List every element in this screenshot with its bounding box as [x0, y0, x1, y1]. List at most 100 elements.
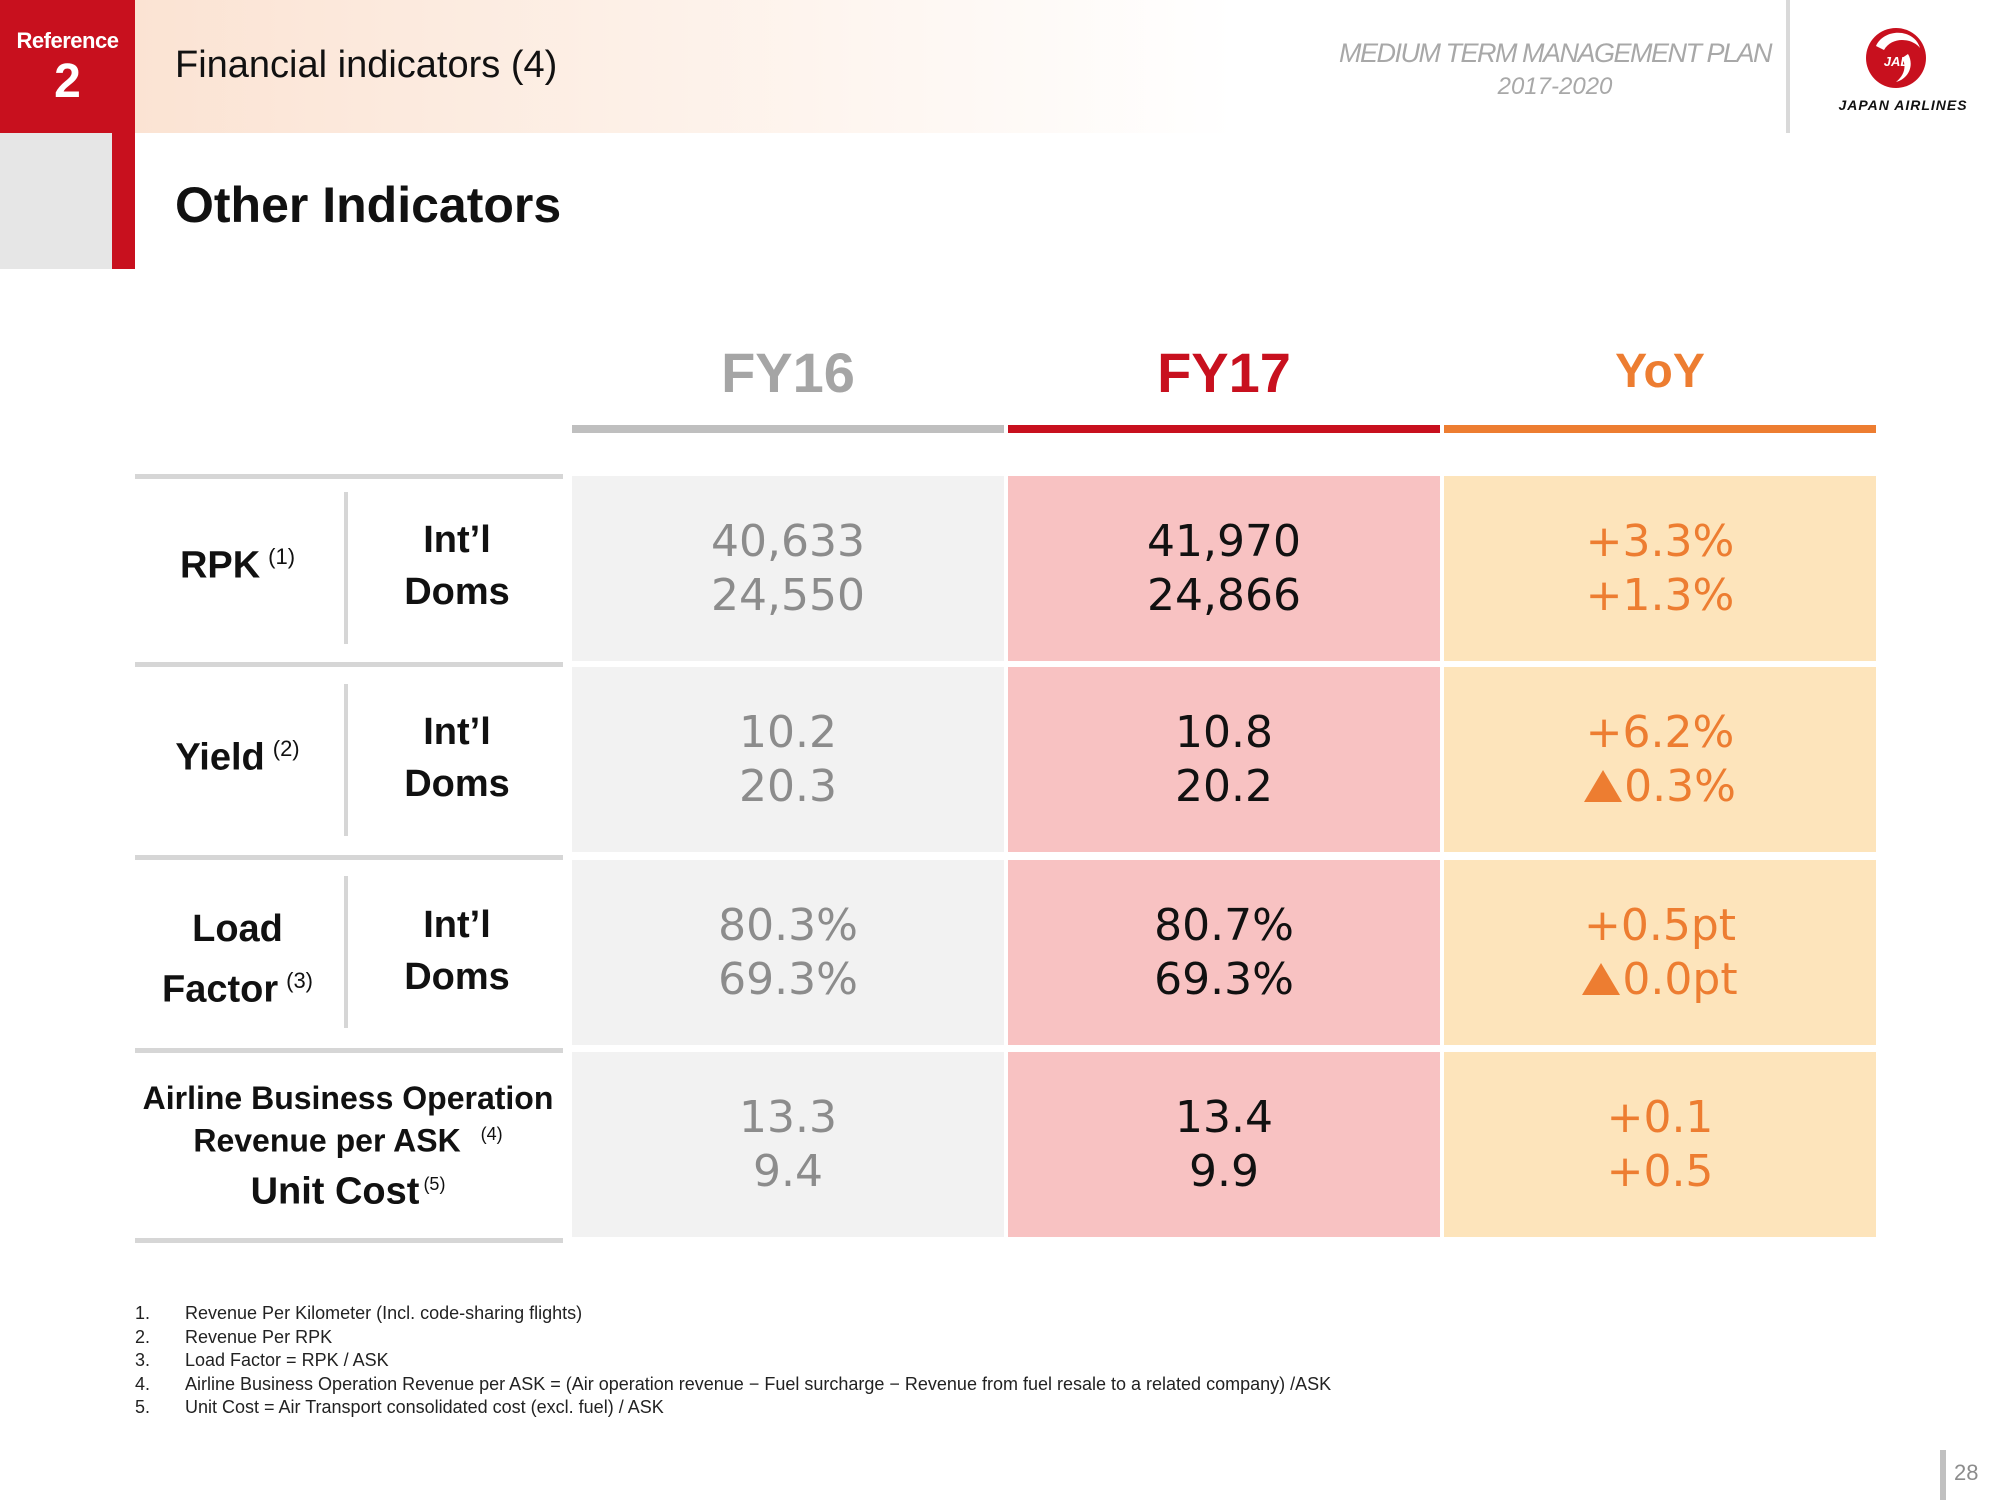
- reference-badge: Reference 2: [0, 0, 135, 133]
- rask-note: (4): [480, 1124, 503, 1144]
- load-factor-label-line1: Load: [192, 908, 283, 950]
- column-header-fy16: FY16: [721, 341, 855, 404]
- value-intl: +3.3%: [1585, 515, 1735, 567]
- value-doms: +1.3%: [1585, 569, 1735, 621]
- corner-red-bar: [112, 133, 135, 269]
- row-sublabels-load-factor: Int’l Doms: [352, 899, 562, 1003]
- value-intl: 41,970: [1147, 515, 1301, 567]
- yield-label: Yield: [175, 736, 265, 779]
- cell-yield-fy17: 10.8 20.2: [1008, 667, 1440, 852]
- page-title: Financial indicators (4): [175, 44, 558, 86]
- column-underline-yoy: [1444, 425, 1876, 433]
- cell-load-factor-fy17: 80.7% 69.3%: [1008, 860, 1440, 1045]
- cell-yield-fy16: 10.2 20.3: [572, 667, 1004, 852]
- value-doms: 0.3%: [1584, 760, 1736, 814]
- value-rask: +0.1: [1606, 1091, 1714, 1143]
- rpk-label: RPK: [179, 544, 261, 587]
- up-triangle-icon: [1582, 962, 1621, 995]
- row-label-load-factor: Load Factor (3): [135, 903, 340, 1016]
- row-divider: [135, 474, 563, 479]
- row-sublabels-yield: Int’l Doms: [352, 706, 562, 810]
- row-divider: [135, 1238, 563, 1243]
- sublabel-intl: Int’l: [423, 904, 491, 946]
- sublabel-intl: Int’l: [423, 519, 491, 561]
- label-divider: [344, 492, 348, 644]
- page-number-bar: [1940, 1450, 1946, 1500]
- rpk-note: (1): [268, 544, 296, 569]
- value-unit-cost: +0.5: [1606, 1145, 1714, 1197]
- row-divider: [135, 855, 563, 860]
- cell-yield-yoy: +6.2% 0.3%: [1444, 667, 1876, 852]
- value-unit-cost: 9.4: [753, 1145, 823, 1197]
- column-underline-fy16: [572, 425, 1004, 433]
- row-label-yield: Yield (2): [135, 736, 340, 780]
- footnote: 5. Unit Cost = Air Transport consolidated…: [135, 1397, 664, 1417]
- sublabel-doms: Doms: [404, 956, 510, 998]
- value-intl: 80.3%: [718, 899, 858, 951]
- column-underline-fy17: [1008, 425, 1440, 433]
- cell-load-factor-fy16: 80.3% 69.3%: [572, 860, 1004, 1045]
- value-intl: +0.5pt: [1583, 899, 1737, 951]
- cell-rask-fy17: 13.4 9.9: [1008, 1052, 1440, 1237]
- header-band: [135, 0, 1235, 133]
- section-title: Other Indicators: [175, 177, 562, 233]
- cell-rpk-fy16: 40,633 24,550: [572, 476, 1004, 661]
- value-doms: 69.3%: [1154, 953, 1294, 1005]
- up-triangle-icon: [1584, 769, 1623, 802]
- sublabel-doms: Doms: [404, 571, 510, 613]
- reference-number: 2: [54, 55, 81, 108]
- load-factor-label-line2: Factor: [161, 968, 279, 1011]
- row-divider: [135, 1048, 563, 1053]
- footnote: 1. Revenue Per Kilometer (Incl. code-shar…: [135, 1303, 583, 1323]
- cell-rask-fy16: 13.3 9.4: [572, 1052, 1004, 1237]
- value-doms: 20.3: [739, 760, 837, 812]
- row-label-rpk: RPK (1): [135, 544, 340, 588]
- plan-title: MEDIUM TERM MANAGEMENT PLAN 2017-2020: [1275, 36, 1835, 104]
- label-divider: [344, 876, 348, 1028]
- value-doms: 24,866: [1147, 569, 1301, 621]
- unit-cost-label: Unit Cost: [250, 1170, 420, 1213]
- cell-load-factor-yoy: +0.5pt 0.0pt: [1444, 860, 1876, 1045]
- value-rask: 13.4: [1175, 1091, 1273, 1143]
- value-doms: 24,550: [711, 569, 865, 621]
- footnotes: 1. Revenue Per Kilometer (Incl. code-shar…: [135, 1302, 1331, 1420]
- cell-rask-yoy: +0.1 +0.5: [1444, 1052, 1876, 1237]
- load-factor-note: (3): [286, 968, 314, 993]
- cell-rpk-yoy: +3.3% +1.3%: [1444, 476, 1876, 661]
- footnote: 3. Load Factor = RPK / ASK: [135, 1350, 389, 1370]
- reference-label: Reference: [16, 28, 119, 53]
- value-doms-text: 0.0pt: [1622, 953, 1738, 1005]
- unit-cost-note: (5): [423, 1173, 446, 1194]
- logo-text: JAPAN AIRLINES: [1838, 97, 1968, 113]
- value-unit-cost: 9.9: [1189, 1145, 1259, 1197]
- value-intl: 40,633: [711, 515, 865, 567]
- label-divider: [344, 684, 348, 836]
- footnote: 2. Revenue Per RPK: [135, 1326, 333, 1347]
- value-intl: 10.2: [739, 706, 837, 758]
- jal-crane-icon: JAL: [1866, 28, 1926, 88]
- rask-label-line2: Revenue per ASK: [193, 1122, 461, 1159]
- footnote: 4. Airline Business Operation Revenue per…: [135, 1373, 1332, 1394]
- value-rask: 13.3: [739, 1091, 837, 1143]
- row-divider: [135, 662, 563, 667]
- rask-label-line1: Airline Business Operation: [142, 1080, 554, 1116]
- sublabel-doms: Doms: [404, 763, 510, 805]
- value-doms: 20.2: [1175, 760, 1273, 812]
- value-intl: 10.8: [1175, 706, 1273, 758]
- plan-years: 2017-2020: [1497, 73, 1613, 100]
- column-header-yoy: YoY: [1615, 345, 1705, 398]
- value-doms: 0.0pt: [1582, 953, 1738, 1007]
- logo-mark-text: JAL: [1884, 54, 1909, 69]
- value-doms-text: 0.3%: [1624, 760, 1736, 812]
- plan-title-text: MEDIUM TERM MANAGEMENT PLAN: [1338, 38, 1773, 68]
- cell-rpk-fy17: 41,970 24,866: [1008, 476, 1440, 661]
- corner-grey-block: [0, 133, 112, 269]
- page-number: 28: [1954, 1460, 1979, 1485]
- yield-note: (2): [272, 736, 300, 761]
- value-intl: +6.2%: [1585, 706, 1735, 758]
- value-doms: 69.3%: [718, 953, 858, 1005]
- column-header-fy17: FY17: [1157, 341, 1291, 404]
- value-intl: 80.7%: [1154, 899, 1294, 951]
- row-label-revenue-per-ask: Airline Business Operation Revenue per A…: [128, 1080, 568, 1216]
- row-sublabels-rpk: Int’l Doms: [352, 514, 562, 618]
